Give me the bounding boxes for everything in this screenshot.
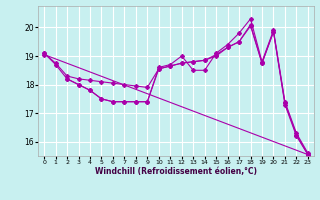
X-axis label: Windchill (Refroidissement éolien,°C): Windchill (Refroidissement éolien,°C) <box>95 167 257 176</box>
